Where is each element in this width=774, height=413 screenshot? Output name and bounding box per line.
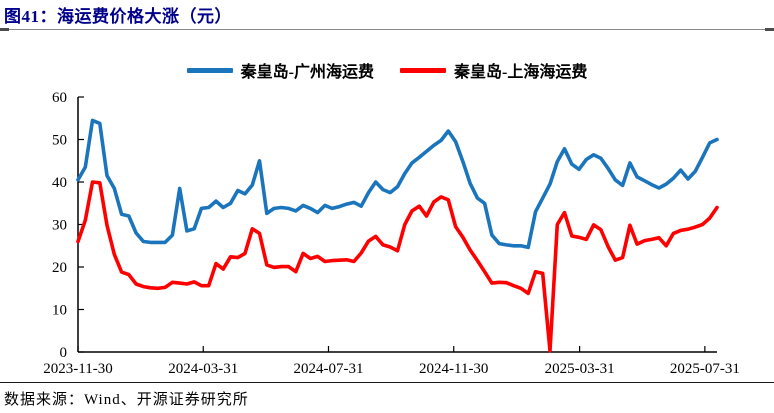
legend-label: 秦皇岛-上海海运费	[454, 64, 588, 81]
x-tick-label: 2025-07-31	[670, 361, 740, 377]
x-tick-label: 2025-03-31	[545, 361, 615, 377]
source-note: 数据来源：Wind、开源证券研究所	[4, 392, 249, 408]
y-tick-label: 0	[60, 345, 68, 361]
legend-label: 秦皇岛-广州海运费	[240, 64, 374, 81]
y-tick-label: 60	[52, 90, 67, 106]
y-tick-label: 30	[52, 218, 67, 234]
series-line-qhd-guangzhou	[76, 118, 719, 250]
x-tick-label: 2024-03-31	[168, 361, 238, 377]
figure-title: 图41：海运费价格大涨（元）	[4, 7, 232, 26]
divider-end-right	[765, 28, 774, 31]
legend-swatch-icon	[400, 67, 446, 73]
y-tick-label: 10	[52, 303, 67, 319]
series-line-qhd-shanghai	[76, 180, 719, 353]
x-tick-label: 2024-11-30	[419, 361, 488, 377]
legend-item-qhd-shanghai: 秦皇岛-上海海运费	[400, 58, 587, 82]
source-divider	[0, 382, 774, 383]
title-divider	[0, 28, 774, 31]
chart-legend: 秦皇岛-广州海运费 秦皇岛-上海海运费	[0, 58, 774, 82]
divider-end-left	[0, 28, 9, 31]
x-tick-label: 2024-07-31	[293, 361, 363, 377]
legend-item-qhd-guangzhou: 秦皇岛-广州海运费	[186, 58, 374, 82]
y-tick-label: 20	[52, 260, 67, 276]
y-tick-label: 50	[52, 133, 67, 149]
legend-swatch-icon	[186, 67, 233, 73]
y-tick-label: 40	[52, 175, 67, 191]
x-tick-label: 2023-11-30	[43, 361, 112, 377]
